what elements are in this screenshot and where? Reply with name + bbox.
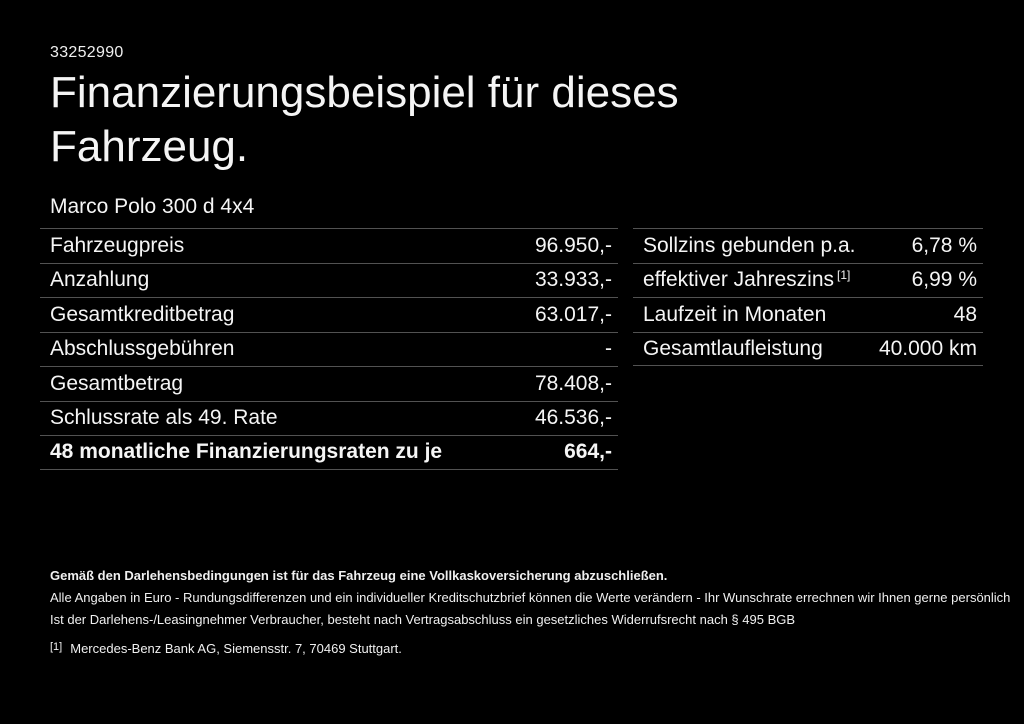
financing-cost-row-value: -: [605, 337, 612, 361]
financing-terms-row-value: 6,99 %: [911, 268, 977, 292]
financing-terms-row-value: 40.000 km: [878, 336, 977, 360]
financing-cost-row-label: Schlussrate als 49. Rate: [50, 406, 278, 430]
financing-cost-row-value: 46.536,-: [534, 406, 612, 430]
financing-terms-row-label: Sollzins gebunden p.a.: [643, 233, 856, 257]
financing-cost-row-value: 63.017,-: [534, 302, 612, 326]
financing-cost-row-label: Fahrzeugpreis: [50, 233, 185, 257]
financing-cost-row-label: Abschlussgebühren: [50, 337, 235, 361]
financing-cost-row-value: 33.933,-: [534, 268, 612, 292]
vehicle-id: 33252990: [50, 44, 124, 61]
financing-cost-row: Gesamtkreditbetrag 63.017,-: [40, 297, 618, 332]
financing-terms-row-label: effektiver Jahreszins [1]: [643, 268, 851, 292]
footer: Gemäß den Darlehensbedingungen ist für d…: [50, 565, 1011, 660]
financing-tables: Fahrzeugpreis 96.950,- Anzahlung 33.933,- Ge…: [40, 228, 983, 470]
financing-terms-table: Sollzins gebunden p.a. 6,78 % effektiver J…: [633, 228, 983, 366]
financing-terms-row: Gesamtlaufleistung 40.000 km: [633, 331, 983, 366]
financing-cost-row: Abschlussgebühren -: [40, 331, 618, 367]
financing-terms-row: Sollzins gebunden p.a. 6,78 %: [633, 228, 983, 263]
page-title: Finanzierungsbeispiel für dieses Fahrzeu…: [50, 68, 679, 171]
financing-cost-row-label: 48 monatliche Finanzierungsraten zu je: [50, 440, 443, 464]
footnote: [1] Mercedes-Benz Bank AG, Siemensstr. 7,…: [50, 636, 990, 660]
financing-cost-row-value: 96.950,-: [534, 233, 612, 257]
financing-cost-row: Fahrzeugpreis 96.950,-: [40, 228, 618, 263]
disclaimer-line-1: Alle Angaben in Euro - Rundungsdifferenz…: [50, 590, 1011, 605]
financing-terms-row-value: 48: [953, 302, 977, 326]
footnote-marker: [1]: [50, 641, 63, 653]
financing-terms-row: Laufzeit in Monaten 48: [633, 297, 983, 332]
financing-cost-row-value: 664,-: [564, 440, 612, 464]
financing-cost-row: Gesamtbetrag 78.408,-: [40, 366, 618, 401]
financing-cost-table: Fahrzeugpreis 96.950,- Anzahlung 33.933,- Ge…: [40, 228, 618, 470]
financing-cost-row: 48 monatliche Finanzierungsraten zu je 66…: [40, 435, 618, 470]
financing-cost-row-value: 78.408,-: [534, 371, 612, 395]
financing-cost-row-label: Gesamtkreditbetrag: [50, 302, 235, 326]
footnote-text: Mercedes-Benz Bank AG, Siemensstr. 7, 70…: [70, 641, 402, 656]
financing-cost-row: Anzahlung 33.933,-: [40, 262, 618, 298]
financing-cost-row-label: Anzahlung: [50, 268, 150, 292]
financing-cost-row-label: Gesamtbetrag: [50, 371, 184, 395]
financing-terms-row-label: Laufzeit in Monaten: [643, 302, 827, 326]
financing-cost-row: Schlussrate als 49. Rate 46.536,-: [40, 400, 618, 436]
disclaimer-line-2: Ist der Darlehens-/Leasingnehmer Verbrau…: [50, 612, 796, 627]
footnote-reference: [1]: [837, 268, 851, 283]
vehicle-model: Marco Polo 300 d 4x4: [50, 195, 255, 218]
financing-terms-row-label: Gesamtlaufleistung: [643, 336, 823, 360]
financing-terms-row: effektiver Jahreszins [1] 6,99 %: [633, 262, 983, 298]
insurance-note: Gemäß den Darlehensbedingungen ist für d…: [50, 568, 668, 583]
financing-terms-row-value: 6,78 %: [911, 233, 977, 257]
